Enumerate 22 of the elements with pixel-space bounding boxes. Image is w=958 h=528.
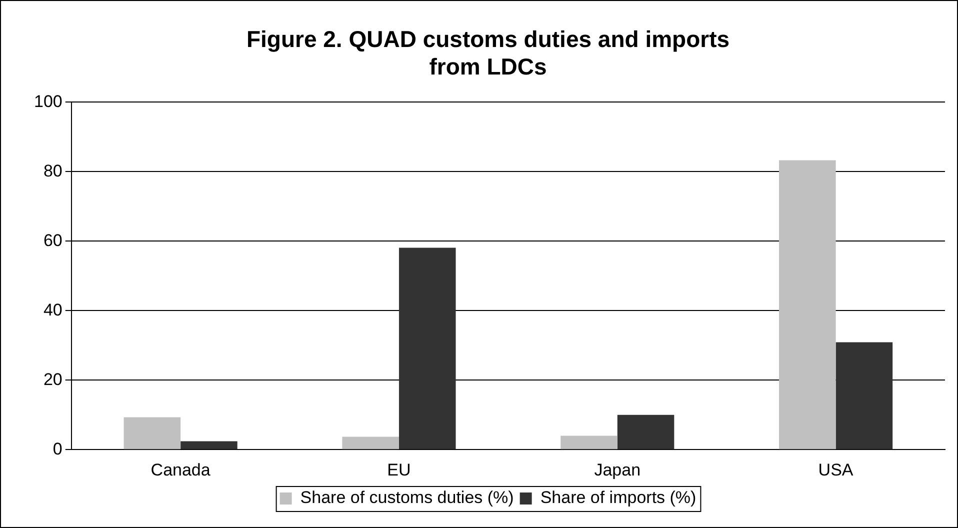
y-tick-label: 80 <box>43 161 62 180</box>
bar <box>398 248 456 450</box>
x-tick-label: Canada <box>150 460 211 480</box>
bar <box>124 417 181 450</box>
bar <box>180 441 238 450</box>
text: from LDCs <box>429 54 547 80</box>
y-tick-label: 0 <box>52 439 62 458</box>
text: Figure 2. QUAD customs duties and imports <box>246 26 730 52</box>
bar <box>779 160 836 450</box>
y-tick-label: 60 <box>43 230 62 250</box>
y-tick-label: 20 <box>43 370 62 389</box>
bar <box>836 342 893 450</box>
bar <box>560 436 618 450</box>
x-tick-label: Japan <box>594 460 641 480</box>
legend-label: Share of customs duties (%) <box>300 488 514 508</box>
bar <box>617 414 674 450</box>
legend-label: Share of imports (%) <box>540 488 696 508</box>
bar <box>342 436 399 450</box>
x-tick-label: USA <box>818 460 854 480</box>
y-tick-label: 40 <box>43 300 62 320</box>
x-tick-label: EU <box>387 460 411 480</box>
y-tick-label: 100 <box>34 92 62 111</box>
